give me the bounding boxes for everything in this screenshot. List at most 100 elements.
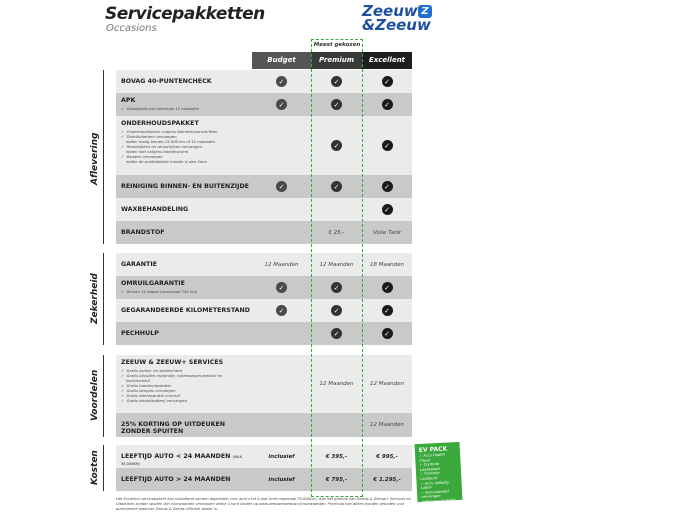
cell-budget xyxy=(252,355,311,413)
check-icon: ✓ xyxy=(381,305,393,316)
cell-value: 12 Maanden xyxy=(369,422,405,428)
row-label-text: APK xyxy=(121,97,136,104)
row-note: ✓ Gratis bijvullen motorolie, ruitenwiss… xyxy=(121,373,223,378)
table-row: APK ✓ Geldigheid van minimaal 12 maanden ✓… xyxy=(116,93,412,116)
cell-premium: ✓ xyxy=(311,276,362,299)
cell-budget: 12 Maanden xyxy=(252,253,311,276)
table-row: WAXBEHANDELING ✓ xyxy=(116,198,412,221)
cell-premium: ✓ xyxy=(311,299,362,322)
cell-budget: ✓ xyxy=(252,276,311,299)
row-label-text: PECHHULP xyxy=(121,329,159,337)
check-icon: ✓ xyxy=(276,181,287,192)
check-icon: ✓ xyxy=(381,204,393,215)
cell-value: inclusief xyxy=(268,476,295,483)
row-label-text: LEEFTIJD AUTO > 24 MAANDEN xyxy=(121,475,231,483)
check-icon: ✓ xyxy=(276,305,287,316)
column-header-budget: Budget xyxy=(252,52,311,69)
row-label: GARANTIE xyxy=(121,261,251,268)
cell-budget: ✓ xyxy=(252,93,311,116)
row-note: ✓ Gratis bandenreparatie xyxy=(121,383,171,388)
cell-value: € 995,- xyxy=(376,453,398,460)
cell-excellent: 12 Maanden xyxy=(362,355,412,413)
row-label-suffix: (MAX. 30.000KM) xyxy=(121,454,243,466)
table-row: LEEFTIJD AUTO < 24 MAANDEN (MAX. 30.000K… xyxy=(116,445,412,468)
row-label: BRANDSTOF xyxy=(121,229,251,236)
section-bracket xyxy=(103,445,104,491)
row-label-text: ZEEUW & ZEEUW+ SERVICES xyxy=(121,359,224,366)
column-header-excellent: Excellent xyxy=(362,52,412,69)
cell-premium: 12 Maanden xyxy=(311,355,362,413)
row-label-text: OMRUILGARANTIE xyxy=(121,280,185,287)
cell-excellent: 18 Maanden xyxy=(362,253,412,276)
cell-premium: 12 Maanden xyxy=(311,253,362,276)
row-label: LEEFTIJD AUTO < 24 MAANDEN (MAX. 30.000K… xyxy=(121,453,251,467)
table-row: ONDERHOUDSPAKKET ✓ Onderhoudsbeurt volgen… xyxy=(116,116,412,175)
row-note: ✓ Gratis lampjes vervangen xyxy=(121,388,176,393)
cell-premium: € 395,- xyxy=(311,445,362,468)
cell-premium: € 795,- xyxy=(311,468,362,491)
row-label: GEGARANDEERDE KILOMETERSTAND xyxy=(121,307,251,314)
cell-excellent: € 995,- xyxy=(362,445,412,468)
cell-budget xyxy=(252,198,311,221)
cell-value: 18 Maanden xyxy=(369,261,405,268)
row-note: ✓ Distributieriem vervangen, xyxy=(121,134,178,139)
column-header-premium: Premium xyxy=(311,52,362,69)
cell-premium: ✓ xyxy=(311,175,362,198)
cell-premium: ✓ xyxy=(311,116,362,175)
section-bracket xyxy=(103,253,104,345)
cell-excellent: ✓ xyxy=(362,175,412,198)
cell-budget xyxy=(252,221,311,244)
cell-budget xyxy=(252,116,311,175)
cell-value: € 25,- xyxy=(328,229,345,236)
cell-budget: ✓ xyxy=(252,175,311,198)
row-label: PECHHULP xyxy=(121,330,251,337)
row-label: APK ✓ Geldigheid van minimaal 12 maanden xyxy=(121,97,251,111)
cell-budget: inclusief xyxy=(252,445,311,468)
check-icon: ✓ xyxy=(276,99,287,110)
row-label: BOVAG 40-PUNTENCHECK xyxy=(121,78,251,85)
row-label-text: 25% KORTING OP UITDEUKEN ZONDER SPUITEN xyxy=(121,421,226,435)
section-label: Voordelen xyxy=(90,369,100,422)
row-label-text: GEGARANDEERDE KILOMETERSTAND xyxy=(121,306,250,314)
table-row: PECHHULP ✓ ✓ xyxy=(116,322,412,345)
row-label: OMRUILGARANTIE ✓ Binnen 14 dagen (maximaa… xyxy=(121,280,251,294)
cell-excellent: ✓ xyxy=(362,116,412,175)
row-label: ONDERHOUDSPAKKET ✓ Onderhoudsbeurt volgen… xyxy=(121,120,251,164)
row-note: koelvloeistof xyxy=(121,378,150,383)
section-label: Kosten xyxy=(90,449,100,485)
cell-excellent: ✓ xyxy=(362,93,412,116)
row-label: 25% KORTING OP UITDEUKEN ZONDER SPUITEN xyxy=(121,421,251,435)
cell-premium xyxy=(311,198,362,221)
table-row: OMRUILGARANTIE ✓ Binnen 14 dagen (maximaa… xyxy=(116,276,412,299)
cell-premium: € 25,- xyxy=(311,221,362,244)
row-label-text: ONDERHOUDSPAKKET xyxy=(121,120,199,127)
row-label: ZEEUW & ZEEUW+ SERVICES ✓ Gratis zomer- e… xyxy=(121,359,251,403)
check-icon: ✓ xyxy=(381,76,393,87)
row-label: WAXBEHANDELING xyxy=(121,206,251,213)
cell-premium: ✓ xyxy=(311,322,362,345)
table-row: BOVAG 40-PUNTENCHECK ✓ ✓ ✓ xyxy=(116,70,412,93)
row-label-text: REINIGING BINNEN- EN BUITENZIJDE xyxy=(121,182,249,190)
page-title: Servicepakketten xyxy=(105,4,265,24)
cell-excellent: ✓ xyxy=(362,70,412,93)
row-note: indien nodig binnen 15.000 km of 12 maan… xyxy=(121,139,216,144)
section-bracket xyxy=(103,355,104,437)
cell-excellent: ✓ xyxy=(362,299,412,322)
check-icon: ✓ xyxy=(331,305,342,316)
cell-budget: inclusief xyxy=(252,468,311,491)
table-row: REINIGING BINNEN- EN BUITENZIJDE ✓ ✓ ✓ xyxy=(116,175,412,198)
check-icon: ✓ xyxy=(331,76,342,87)
table-row: 25% KORTING OP UITDEUKEN ZONDER SPUITEN 1… xyxy=(116,413,412,437)
cell-budget xyxy=(252,413,311,437)
check-icon: ✓ xyxy=(381,181,393,192)
table-row: BRANDSTOF € 25,- Volle Tank xyxy=(116,221,412,244)
row-label-text: WAXBEHANDELING xyxy=(121,205,189,213)
page-subtitle: Occasions xyxy=(106,23,157,34)
row-note: ✓ Onderhoudsbeurt volgens fabrieksvoorsc… xyxy=(121,129,218,134)
row-label: LEEFTIJD AUTO > 24 MAANDEN xyxy=(121,476,251,483)
section-label: Aflevering xyxy=(90,132,100,186)
ev-pack-price: €249,- xyxy=(421,504,444,513)
table-row: GARANTIE 12 Maanden 12 Maanden 18 Maanden xyxy=(116,253,412,276)
section-bracket xyxy=(103,70,104,244)
